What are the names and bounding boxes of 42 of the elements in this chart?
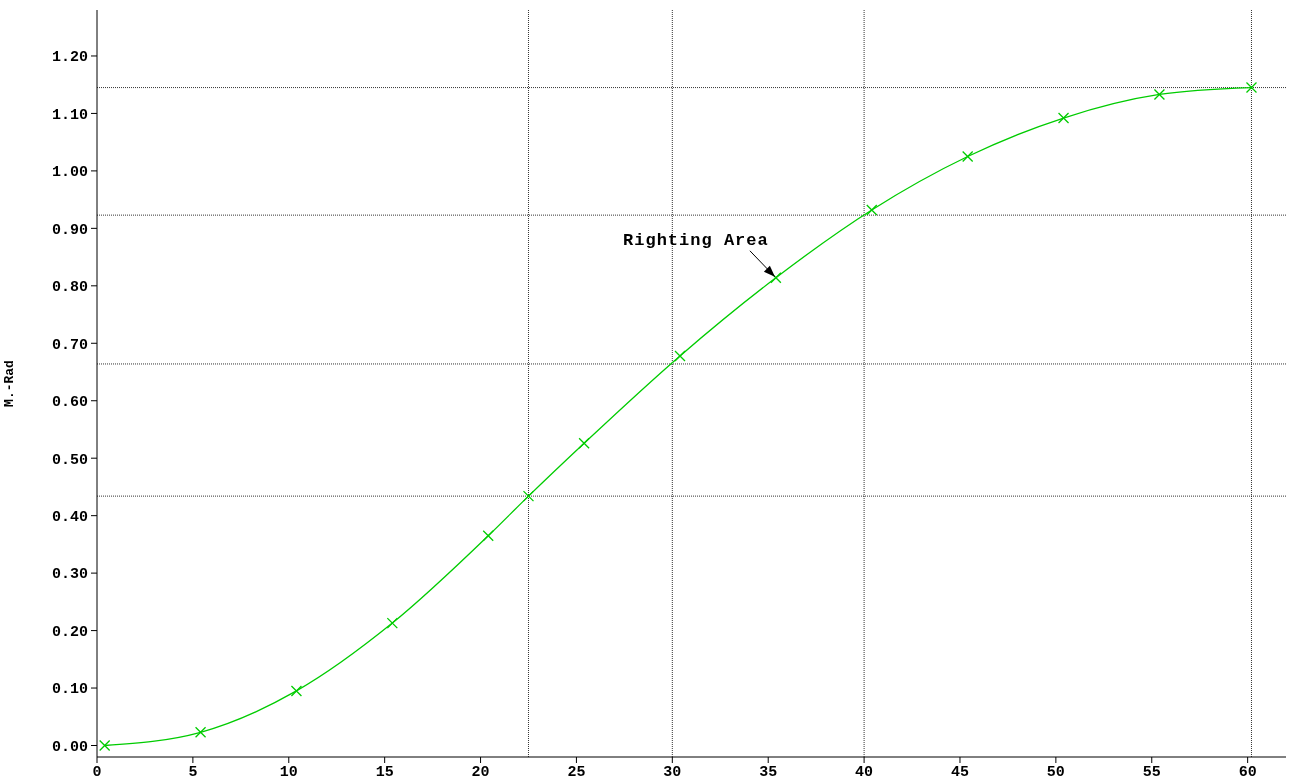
y-tick-label: 0.10 [51,681,88,699]
point [1057,112,1070,124]
x-tick-label: 60 [1238,763,1257,781]
y-axis-title: M.-Rad [1,360,17,407]
point [386,617,398,629]
y-tick-label: 1.00 [51,164,88,182]
point [578,437,590,449]
y-tick-label: 0.30 [51,566,88,584]
y-tick-label: 0.00 [51,738,88,756]
x-tick-label: 15 [375,763,394,781]
x-tick-label: 25 [567,763,586,781]
point [866,204,878,216]
x-tick-label: 55 [1142,763,1161,781]
y-tick-label: 0.50 [51,451,88,469]
point [290,685,303,697]
x-tick-label: 20 [471,763,490,781]
x-tick-label: 0 [92,763,102,781]
point [674,350,686,362]
x-tick-label: 45 [950,763,969,781]
y-tick-label: 0.40 [51,508,88,526]
point [1153,88,1166,101]
x-tick-label: 35 [759,763,778,781]
y-tick-label: 0.90 [51,221,88,239]
x-tick-label: 5 [188,763,198,781]
x-tick-label: 10 [279,763,298,781]
point [770,272,782,284]
point [522,490,535,502]
y-tick-label: 0.70 [51,336,88,354]
point [194,726,207,738]
y-tick-label: 1.20 [51,49,88,67]
x-tick-label: 50 [1046,763,1065,781]
annotation: Righting Area [623,230,769,250]
x-tick-label: 30 [663,763,682,781]
point [482,530,494,542]
y-tick-label: 0.80 [51,279,88,297]
y-tick-label: 0.60 [51,394,88,412]
y-tick-label: 1.10 [51,106,88,124]
x-tick-label: 40 [855,763,874,781]
point [962,150,974,163]
point [1245,81,1258,94]
y-tick-label: 0.20 [51,623,88,641]
point [99,739,111,752]
